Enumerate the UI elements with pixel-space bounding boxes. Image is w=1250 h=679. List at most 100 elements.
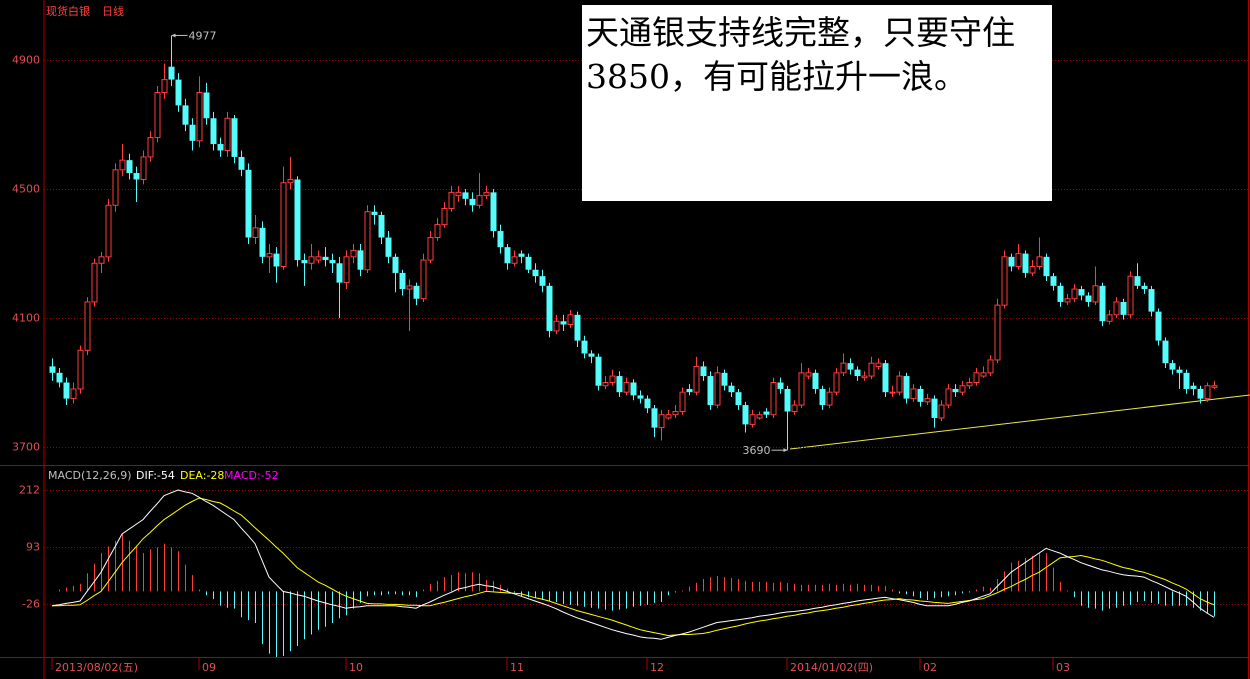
candle-body (1015, 253, 1022, 267)
candle-body (364, 211, 371, 271)
low-label: 3690 (743, 444, 771, 457)
candle-body (462, 192, 469, 199)
candle-body (791, 404, 798, 413)
y-tick-label: 4900 (12, 54, 40, 67)
candle-body (966, 382, 973, 387)
candle-body (77, 349, 84, 390)
candle-body (301, 260, 308, 264)
dea-label: DEA:-28 (180, 469, 224, 482)
candle-body (945, 388, 952, 406)
candle-body (413, 285, 420, 299)
candle-body (623, 382, 630, 393)
candle-body (175, 79, 182, 106)
candle-body (259, 227, 266, 257)
candle-body (1057, 285, 1064, 302)
candle-body (196, 91, 203, 142)
candle-body (210, 118, 217, 145)
candle-body (665, 414, 672, 419)
y-tick-label: 3700 (12, 441, 40, 454)
candle-body (896, 375, 903, 393)
candle-body (448, 191, 455, 209)
candle-body (455, 191, 462, 197)
y-tick-label: 212 (19, 484, 40, 497)
candle-body (504, 247, 511, 264)
candle-body (322, 256, 329, 261)
candle-body (630, 382, 637, 396)
candle-body (784, 388, 791, 412)
candle-body (406, 285, 413, 290)
candle-body (1190, 385, 1197, 389)
candle-body (1197, 388, 1204, 399)
y-tick-label: 93 (26, 541, 40, 554)
candle-body (182, 105, 189, 125)
candle-body (994, 304, 1001, 361)
candle-body (280, 182, 287, 267)
candle-body (1183, 372, 1190, 389)
candle-body (1036, 256, 1043, 267)
candle-body (119, 159, 126, 171)
candle-body (399, 272, 406, 290)
candle-body (679, 391, 686, 413)
candle-body (154, 91, 161, 139)
candle-body (567, 314, 574, 326)
candle-body (497, 231, 504, 248)
candle-body (1008, 256, 1015, 267)
x-tick-label: 2014/01/02(四) (790, 661, 873, 674)
candle-body (70, 388, 77, 400)
candle-body (140, 156, 147, 180)
candle-body (574, 314, 581, 341)
candle-body (658, 414, 665, 429)
x-tick-label: 11 (510, 661, 524, 674)
x-tick-label: 10 (349, 661, 363, 674)
candle-body (560, 321, 567, 325)
candle-body (252, 227, 259, 238)
candle-body (133, 173, 140, 180)
candle-body (868, 362, 875, 377)
candle-body (973, 372, 980, 384)
candle-body (98, 256, 105, 264)
candle-body (749, 414, 756, 425)
candle-body (980, 372, 987, 377)
candle-body (938, 404, 945, 419)
candle-body (441, 207, 448, 226)
candle-body (728, 385, 735, 393)
candle-body (238, 156, 245, 170)
candle-body (882, 363, 889, 393)
y-tick-label: -26 (22, 598, 40, 611)
candle-body (126, 160, 133, 174)
candle-body (371, 211, 378, 215)
candle-body (378, 214, 385, 238)
x-tick-label: 2013/08/02(五) (55, 661, 138, 674)
candle-body (518, 253, 525, 257)
candle-body (1113, 301, 1120, 316)
candle-body (1029, 265, 1036, 274)
peak-arrow (171, 33, 176, 38)
candle-body (742, 405, 749, 425)
annotation-line: 天通银支持线完整，只要守住 (586, 13, 1015, 52)
annotation-line: 3850，有可能拉升一浪。 (586, 57, 967, 96)
candle-body (1120, 301, 1127, 315)
x-tick-label: 02 (923, 661, 937, 674)
candle-body (427, 236, 434, 261)
candle-body (308, 256, 315, 264)
candle-body (952, 388, 959, 393)
candle-body (385, 237, 392, 257)
candle-body (224, 117, 231, 151)
candle-body (483, 191, 490, 197)
x-tick-label: 09 (202, 661, 216, 674)
peak-label: 4977 (189, 29, 217, 42)
candle-body (1092, 285, 1099, 303)
candle-body (147, 137, 154, 158)
candle-body (1099, 285, 1106, 322)
candle-body (287, 178, 294, 184)
candle-body (161, 79, 168, 93)
candle-body (805, 372, 812, 377)
candle-body (602, 382, 609, 387)
candle-body (903, 376, 910, 399)
candle-body (525, 256, 532, 270)
candle-body (826, 391, 833, 406)
candle-body (707, 376, 714, 406)
candle-body (1155, 311, 1162, 341)
candle-body (840, 362, 847, 374)
